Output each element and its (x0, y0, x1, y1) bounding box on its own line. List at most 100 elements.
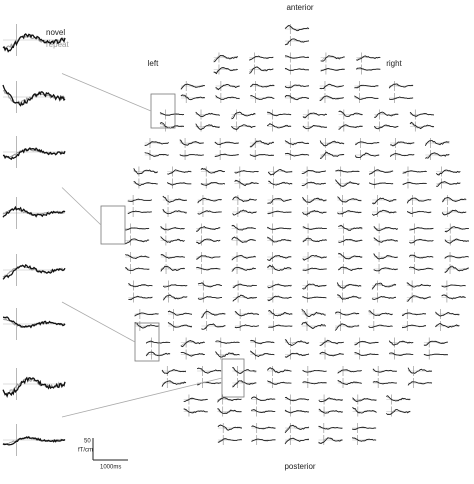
novel-trace (267, 226, 292, 230)
repeat-trace (267, 198, 292, 204)
novel-trace (374, 111, 399, 118)
novel-trace (390, 141, 415, 147)
novel-trace (302, 210, 327, 216)
novel-trace (354, 84, 379, 89)
novel-trace (197, 210, 222, 215)
novel-trace (302, 295, 327, 299)
novel-trace (423, 340, 448, 346)
novel-trace (231, 224, 256, 231)
novel-trace (354, 340, 379, 346)
novel-trace (159, 122, 185, 129)
novel-trace (180, 352, 205, 357)
novel-trace (284, 67, 310, 72)
novel-trace (423, 353, 448, 357)
novel-trace (337, 196, 362, 203)
novel-trace (201, 310, 226, 319)
novel-trace (301, 321, 327, 329)
novel-trace (444, 255, 469, 259)
novel-trace (250, 350, 275, 358)
novel-trace (215, 340, 240, 344)
novel-trace (444, 226, 469, 233)
novel-trace (215, 84, 240, 91)
repeat-trace (167, 322, 193, 329)
novel-trace (2, 435, 66, 446)
novel-trace (196, 266, 221, 271)
novel-trace (249, 140, 274, 148)
novel-trace (267, 236, 292, 243)
repeat-trace (284, 25, 310, 31)
novel-trace (373, 267, 398, 272)
novel-trace (444, 238, 470, 244)
novel-trace (435, 311, 460, 317)
novel-trace (215, 95, 240, 100)
novel-trace (373, 124, 399, 130)
novel-trace (167, 169, 192, 175)
novel-trace (355, 141, 380, 146)
novel-trace (250, 339, 275, 345)
novel-trace (302, 283, 327, 290)
novel-trace (302, 237, 327, 243)
novel-trace (319, 339, 344, 346)
novel-trace (284, 95, 309, 101)
novel-trace (2, 84, 66, 107)
connector (61, 73, 152, 112)
novel-trace (436, 169, 461, 176)
novel-trace (406, 282, 431, 288)
novel-trace (179, 139, 204, 146)
novel-trace (267, 168, 293, 176)
repeat-trace (338, 225, 363, 231)
novel-trace (217, 424, 242, 431)
novel-trace (250, 83, 275, 88)
novel-trace (268, 180, 293, 186)
novel-trace (195, 111, 220, 118)
novel-trace (232, 283, 257, 289)
novel-trace (301, 169, 326, 174)
novel-trace (267, 198, 292, 205)
novel-trace (268, 324, 293, 328)
novel-trace (406, 197, 432, 204)
novel-trace (267, 283, 292, 289)
novel-trace (217, 396, 242, 403)
connector (61, 377, 223, 418)
novel-trace (407, 381, 433, 386)
novel-trace (250, 95, 275, 101)
novel-trace (409, 266, 434, 271)
highlight-box (100, 205, 126, 245)
novel-trace (302, 381, 327, 385)
novel-trace (249, 55, 274, 61)
novel-trace (267, 254, 292, 261)
novel-trace (234, 324, 260, 329)
sensor-layer (2, 24, 470, 456)
repeat-trace (232, 295, 257, 301)
novel-trace (371, 295, 396, 300)
novel-trace (161, 380, 187, 387)
novel-trace (231, 266, 256, 272)
novel-trace (354, 152, 380, 159)
scale-time: 1000ms (100, 465, 121, 471)
novel-trace (402, 170, 427, 174)
novel-trace (409, 111, 435, 117)
novel-trace (197, 296, 223, 300)
novel-trace (128, 282, 153, 288)
novel-trace (127, 198, 152, 203)
novel-trace (231, 254, 257, 261)
novel-trace (409, 121, 435, 130)
repeat-trace (389, 352, 414, 356)
novel-trace (334, 311, 360, 316)
novel-trace (388, 83, 414, 89)
novel-trace (338, 224, 363, 232)
novel-trace (133, 181, 158, 186)
novel-trace (319, 83, 344, 90)
right-label: right (386, 59, 402, 68)
novel-trace (145, 351, 171, 357)
novel-trace (125, 266, 150, 272)
repeat-trace (196, 238, 221, 244)
novel-trace (318, 408, 343, 414)
connector (61, 301, 136, 343)
novel-trace (338, 124, 363, 130)
novel-trace (352, 437, 377, 442)
novel-trace (284, 352, 310, 358)
novel-trace (337, 210, 362, 215)
novel-trace (251, 438, 276, 442)
novel-trace (284, 409, 309, 414)
